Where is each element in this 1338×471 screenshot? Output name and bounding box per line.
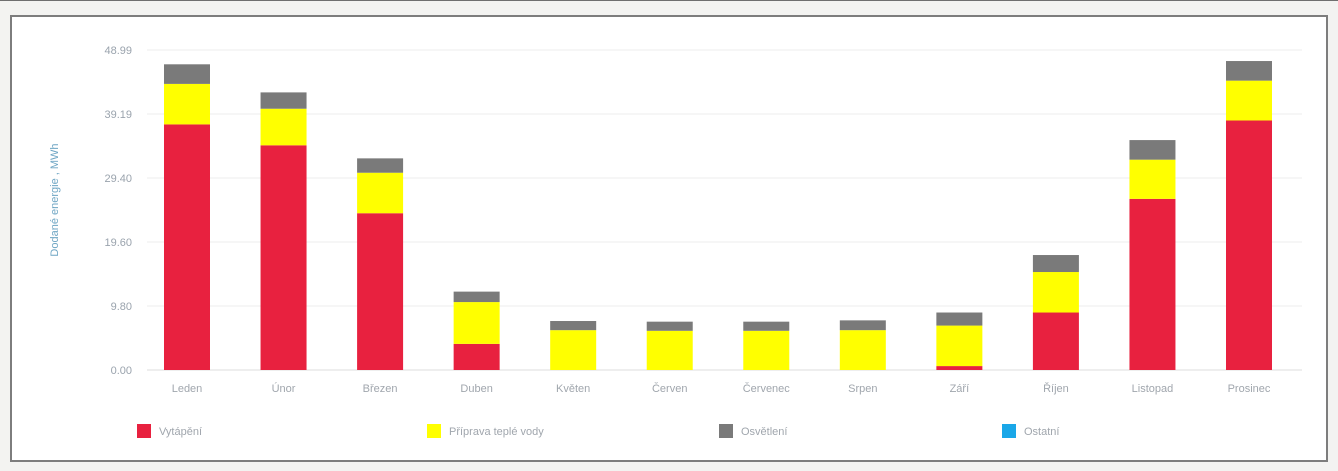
bar-segment	[357, 213, 404, 370]
bar-segment	[743, 330, 790, 370]
x-tick-label: Červen	[652, 382, 687, 395]
bar-segment	[743, 321, 790, 331]
chart-panel: 0.00 9.80 19.60 29.40 39.19 48.99 Leden Únor Bř…	[10, 15, 1328, 462]
bar-segment	[453, 302, 500, 344]
x-tick-label: Září	[950, 383, 970, 395]
bar-segment	[357, 172, 404, 214]
x-tick-label: Únor	[272, 382, 296, 395]
bar-segment	[1129, 198, 1176, 370]
y-tick-label: 19.60	[104, 237, 132, 249]
stacked-bar-chart: 0.00 9.80 19.60 29.40 39.19 48.99 Leden Únor Bř…	[49, 45, 1302, 438]
bar-segment	[357, 158, 404, 173]
y-axis-label: Dodané energie , MWh	[49, 143, 61, 256]
x-tick-label: Listopad	[1132, 383, 1174, 395]
bar-segment	[1129, 159, 1176, 199]
bar-segment	[1226, 80, 1272, 121]
legend-swatch	[427, 424, 441, 438]
bar-segment	[550, 321, 597, 331]
bar-segment	[1032, 272, 1079, 313]
x-tick-label: Červenec	[743, 382, 791, 395]
legend-swatch	[137, 424, 151, 438]
bar-segment	[164, 83, 210, 125]
bar-segment	[260, 92, 307, 109]
x-tick-label: Srpen	[848, 383, 877, 395]
bar-segment	[1226, 61, 1272, 81]
bar-segment	[646, 321, 693, 331]
bar-segment	[1032, 312, 1079, 370]
bar-segment	[453, 291, 500, 303]
x-tick-label: Březen	[363, 383, 398, 395]
bar-segment	[260, 145, 307, 370]
legend-label: Ostatní	[1024, 426, 1059, 438]
legend-label: Vytápění	[159, 426, 202, 438]
y-tick-label: 29.40	[104, 173, 132, 185]
bar-segment	[453, 343, 500, 370]
bar-segment	[550, 330, 597, 370]
x-tick-label: Prosinec	[1228, 383, 1271, 395]
y-tick-label: 48.99	[104, 45, 132, 57]
x-tick-label: Říjen	[1043, 382, 1069, 395]
x-tick-label: Duben	[460, 383, 492, 395]
legend-swatch	[719, 424, 733, 438]
x-tick-label: Květen	[556, 383, 590, 395]
y-tick-label: 0.00	[111, 365, 132, 377]
bar-segment	[936, 312, 983, 326]
legend-swatch	[1002, 424, 1016, 438]
bar-segment	[936, 325, 983, 367]
bar-segment	[839, 320, 886, 331]
bar-segment	[164, 64, 210, 84]
legend-label: Příprava teplé vody	[449, 426, 544, 438]
x-tick-label: Leden	[172, 383, 203, 395]
bar-segment	[839, 330, 886, 370]
bar-segment	[646, 330, 693, 370]
bar-segment	[260, 108, 307, 146]
bar-segment	[1226, 120, 1272, 370]
bar-segment	[164, 124, 210, 370]
y-tick-label: 9.80	[111, 301, 132, 313]
bar-segment	[1032, 255, 1079, 273]
bar-segment	[1129, 140, 1176, 160]
legend-label: Osvětlení	[741, 426, 787, 438]
y-tick-label: 39.19	[104, 109, 132, 121]
bar-segment	[936, 366, 983, 370]
